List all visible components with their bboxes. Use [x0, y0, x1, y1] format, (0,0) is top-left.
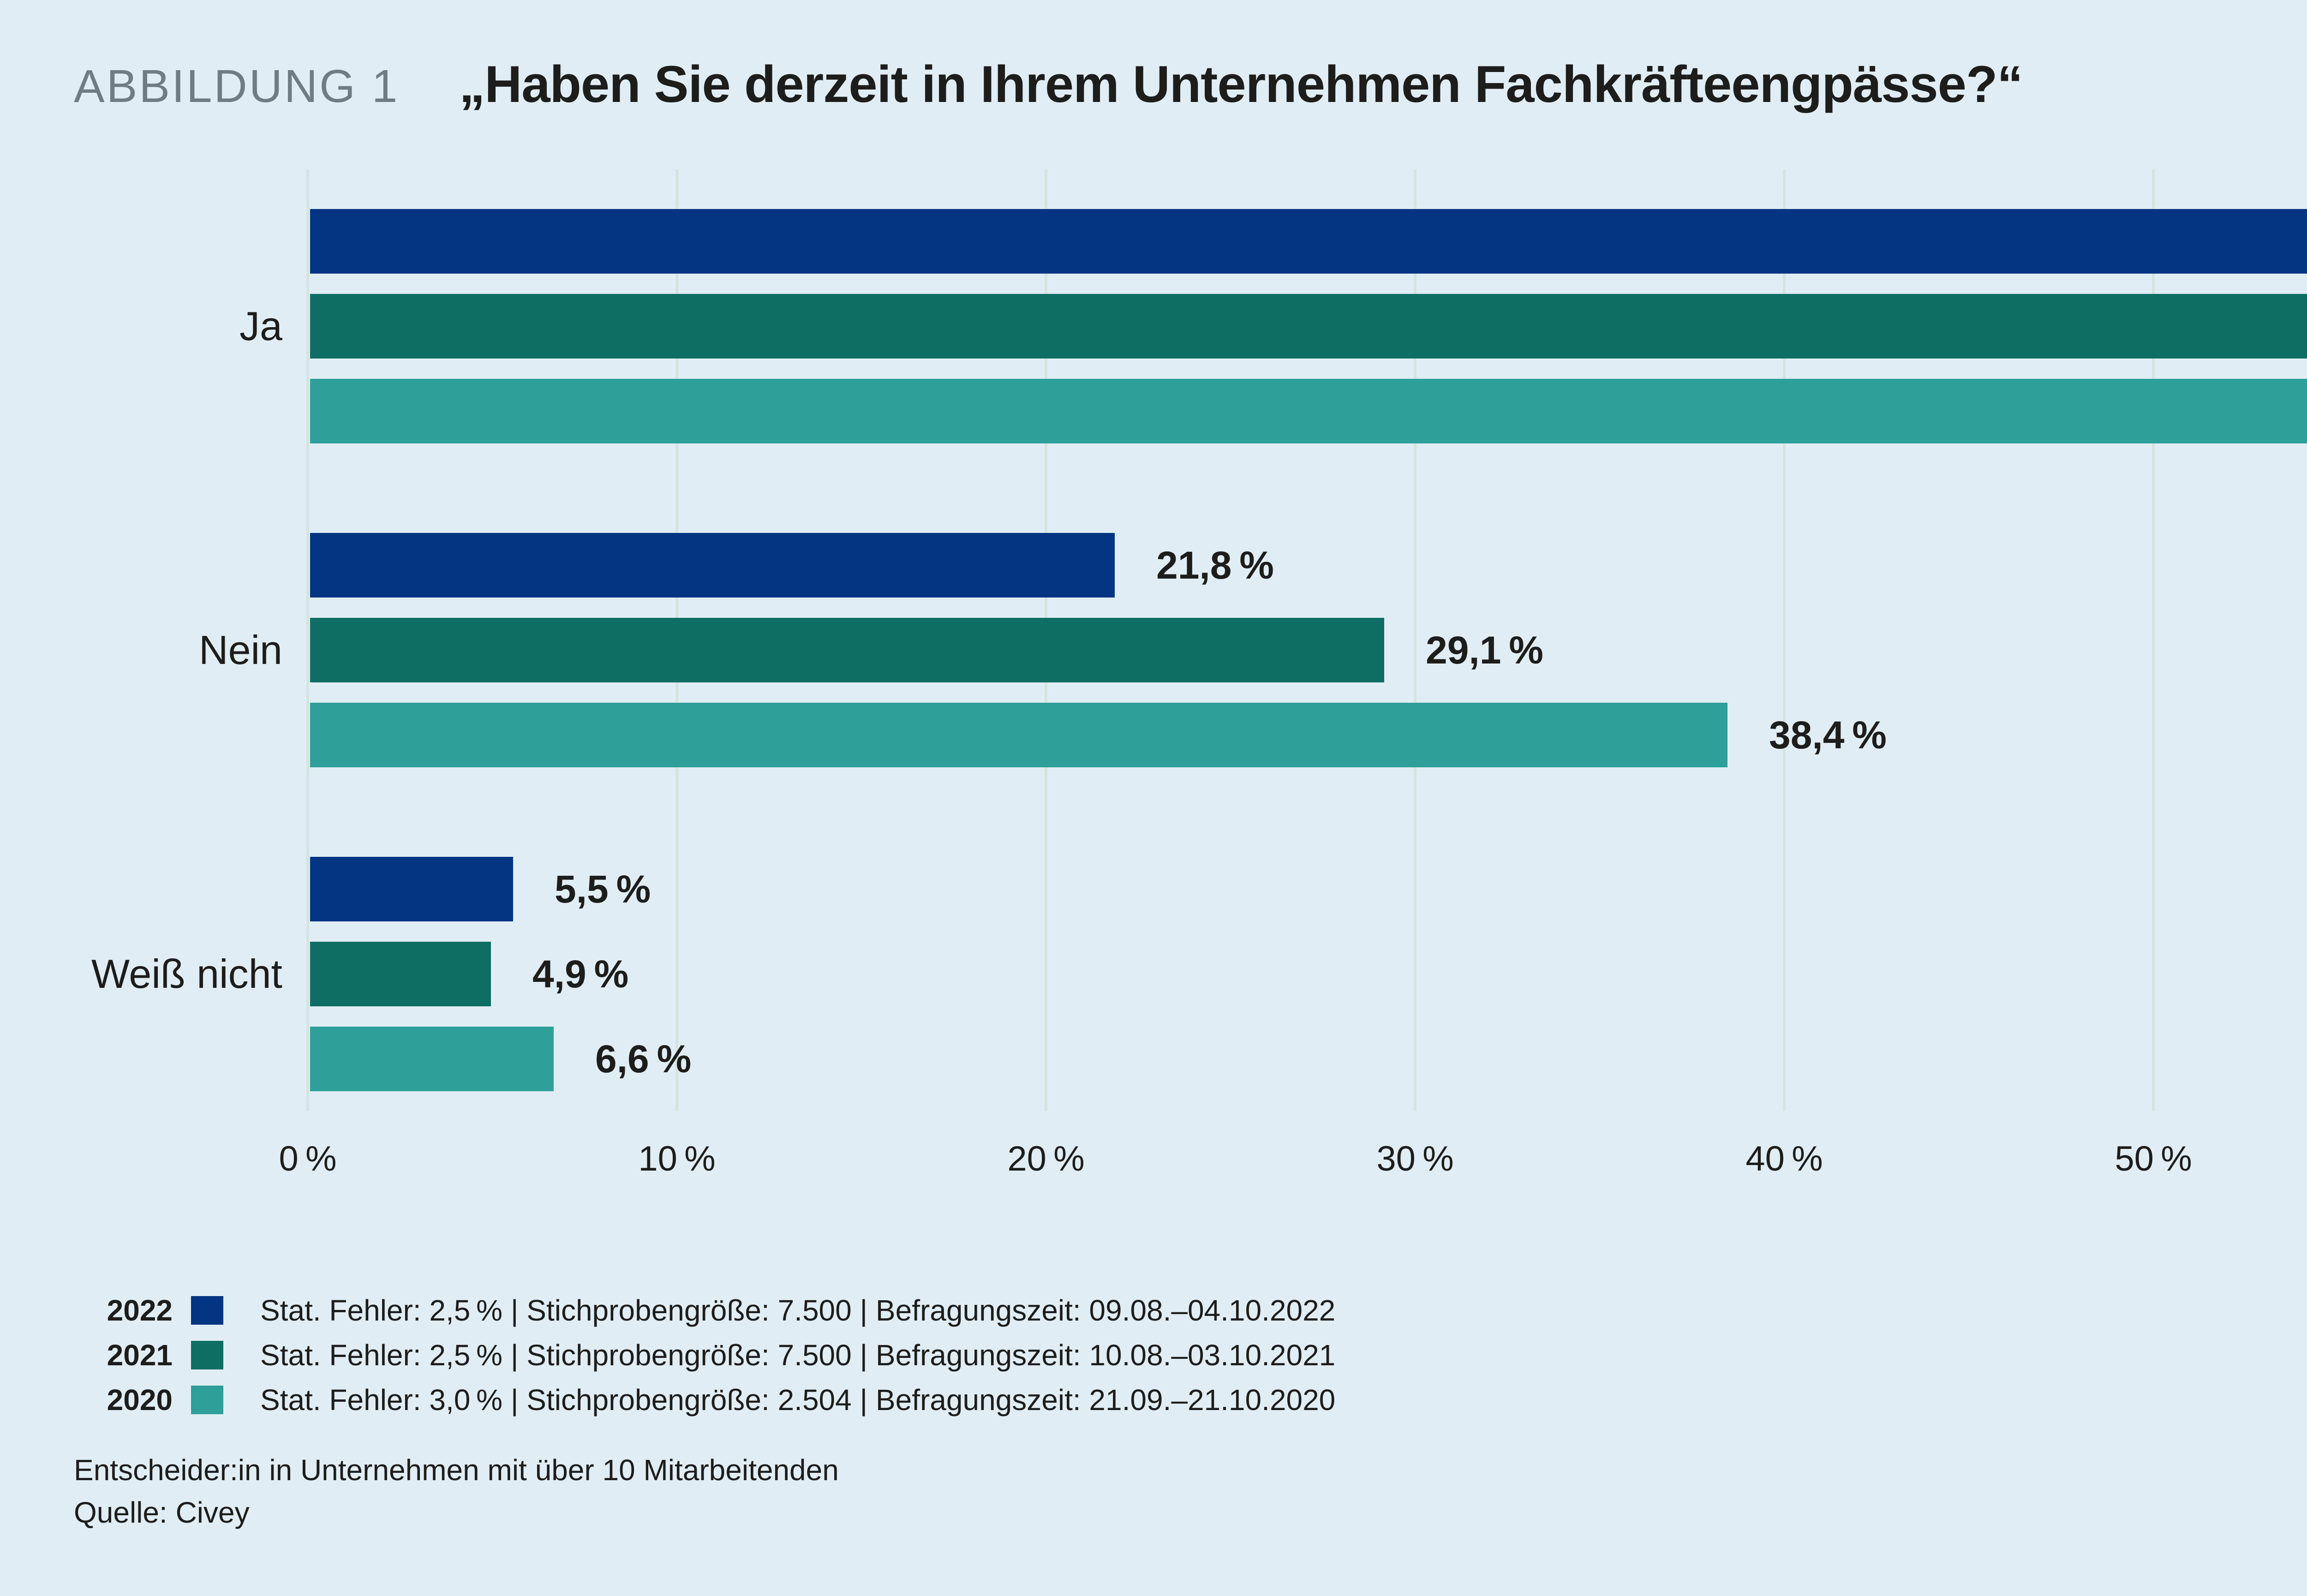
x-axis-tick-label: 40 % — [1745, 1139, 1823, 1178]
bar-ja-2020 — [310, 379, 2307, 443]
footnote-source: Quelle: Civey — [74, 1496, 250, 1529]
x-axis-tick-label: 20 % — [1007, 1139, 1085, 1178]
gridline-0 — [306, 169, 309, 1111]
value-label-nein-2022: 21,8 % — [1156, 543, 1274, 587]
category-label-nein: Nein — [199, 627, 282, 673]
value-label-nein-2021: 29,1 % — [1426, 628, 1543, 672]
value-label-weiß-nicht-2020: 6,6 % — [595, 1037, 692, 1081]
x-axis-tick-label: 10 % — [638, 1139, 716, 1178]
category-label-weiß-nicht: Weiß nicht — [91, 951, 282, 997]
category-label-ja: Ja — [239, 303, 282, 349]
legend-row-2022: 2022 Stat. Fehler: 2,5 % | Stichprobengrö… — [74, 1290, 1336, 1331]
value-label-weiß-nicht-2022: 5,5 % — [555, 867, 651, 911]
value-label-nein-2020: 38,4 % — [1769, 713, 1887, 757]
legend-description: Stat. Fehler: 2,5 % | Stichprobengröße: … — [260, 1339, 1336, 1372]
gridline-30 — [1414, 169, 1416, 1111]
bar-weiß-nicht-2022 — [310, 857, 513, 921]
legend-color-swatch-icon — [191, 1341, 223, 1369]
figure-label: ABBILDUNG 1 — [74, 60, 400, 112]
legend-year-label: 2020 — [107, 1383, 173, 1417]
bar-nein-2021 — [310, 618, 1384, 682]
legend-color-swatch-icon — [191, 1296, 223, 1325]
legend-year-label: 2021 — [107, 1339, 173, 1372]
legend-color-swatch-icon — [191, 1386, 223, 1414]
bar-ja-2022 — [310, 209, 2307, 274]
legend-description: Stat. Fehler: 3,0 % | Stichprobengröße: … — [260, 1383, 1336, 1417]
bar-ja-2021 — [310, 294, 2307, 359]
footnote-population: Entscheider:in in Unternehmen mit über 1… — [74, 1453, 839, 1487]
legend-description: Stat. Fehler: 2,5 % | Stichprobengröße: … — [260, 1294, 1336, 1327]
x-axis-tick-label: 0 % — [279, 1139, 337, 1178]
value-label-weiß-nicht-2021: 4,9 % — [532, 952, 629, 996]
x-axis-tick-label: 30 % — [1376, 1139, 1454, 1178]
legend-row-2021: 2021 Stat. Fehler: 2,5 % | Stichprobengrö… — [74, 1334, 1336, 1376]
legend-year-label: 2022 — [107, 1294, 173, 1327]
bar-weiß-nicht-2021 — [310, 942, 491, 1006]
chart-title: „Haben Sie derzeit in Ihrem Unternehmen … — [459, 55, 2023, 113]
chart-header: ABBILDUNG 1 „Haben Sie derzeit in Ihrem … — [74, 54, 2023, 114]
bar-nein-2020 — [310, 703, 1727, 767]
gridline-40 — [1783, 169, 1786, 1111]
bar-nein-2022 — [310, 533, 1115, 598]
gridline-50 — [2152, 169, 2155, 1111]
bar-weiß-nicht-2020 — [310, 1027, 554, 1091]
legend-row-2020: 2020 Stat. Fehler: 3,0 % | Stichprobengrö… — [74, 1379, 1336, 1421]
footnotes: Entscheider:in in Unternehmen mit über 1… — [74, 1449, 839, 1534]
x-axis-tick-label: 50 % — [2115, 1139, 2192, 1178]
